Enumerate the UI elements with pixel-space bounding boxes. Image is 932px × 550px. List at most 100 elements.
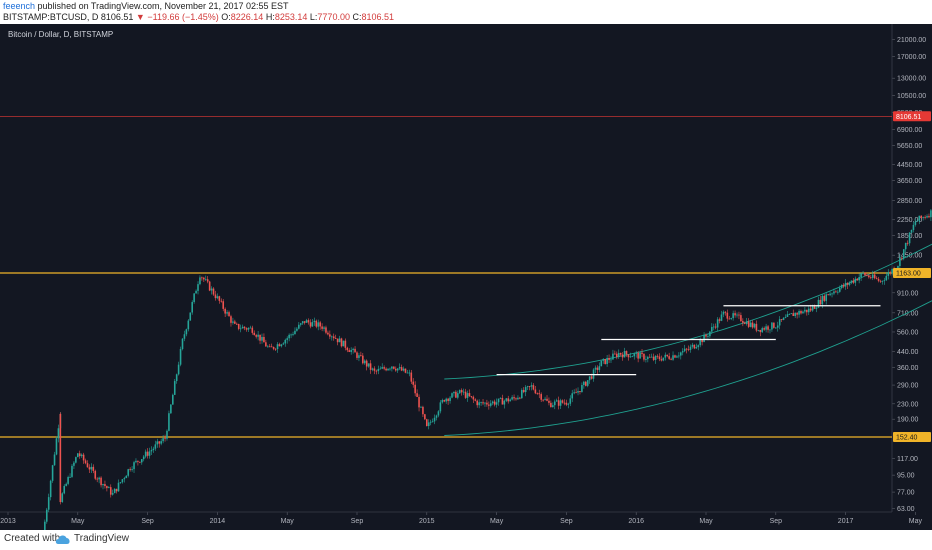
candle-body [69,477,71,478]
candle-body [853,281,855,283]
candle-body [269,346,271,347]
candle-body [763,328,765,330]
candle-body [899,258,901,266]
chart-canvas[interactable]: 21000.0017000.0013000.0010500.008500.006… [0,24,932,530]
candle-body [174,381,176,395]
candle-body [232,321,234,322]
candle-body [143,457,145,460]
candle-body [504,401,506,405]
y-tick-label: 21000.00 [897,37,926,44]
candle-body [308,320,310,322]
candle-body [401,367,403,370]
candle-body [670,359,672,360]
candle-body [868,275,870,277]
candle-body [546,399,548,401]
candle-body [845,283,847,287]
y-tick-label: 13000.00 [897,76,926,83]
candle-body [234,321,236,323]
candle-body [312,322,314,326]
candle-body [550,403,552,407]
candle-body [581,385,583,392]
candle-body [102,484,104,485]
candle-body [761,328,763,332]
price-chart[interactable]: 21000.0017000.0013000.0010500.008500.006… [0,24,932,530]
candle-body [469,393,471,396]
y-tick-label: 4450.00 [897,162,922,169]
candle-body [193,293,195,302]
candle-body [688,349,690,350]
candle-body [399,367,401,368]
candle-body [71,466,73,477]
candle-body [841,285,843,288]
candle-body [219,296,221,301]
candle-body [608,358,610,360]
candle-body [653,357,655,360]
x-tick-label: Sep [560,518,573,525]
candle-body [447,399,449,401]
candle-body [327,333,329,335]
candle-body [736,315,738,316]
y-tick-label: 560.00 [897,329,919,336]
candle-body [46,510,48,522]
candle-body [387,369,389,370]
candle-body [554,402,556,406]
price-marker-label: 8106.51 [896,114,921,121]
candle-body [725,312,727,313]
y-tick-label: 1450.00 [897,253,922,260]
candle-body [443,400,445,401]
candle-body [422,407,424,414]
author-name[interactable]: feeench [3,1,35,11]
candle-body [267,346,269,347]
candle-body [186,329,188,334]
candle-body [259,335,261,341]
candle-body [434,418,436,422]
candle-body [527,386,529,387]
tradingview-brand[interactable]: TradingView [74,533,129,544]
candle-body [405,369,407,373]
candle-body [44,522,46,530]
candle-body [738,315,740,316]
candle-body [525,387,527,392]
candle-body [854,279,856,283]
candle-body [887,272,889,276]
candle-body [748,321,750,326]
x-tick-label: May [71,518,85,525]
candle-body [385,369,387,371]
candle-body [329,334,331,336]
candle-body [560,400,562,405]
candle-body [290,334,292,335]
candle-body [106,486,108,488]
low-value: 7770.00 [317,12,350,22]
candle-body [703,335,705,342]
candle-body [641,353,643,354]
candle-body [197,284,199,291]
candle-body [127,469,129,476]
chart-background [0,24,932,530]
candle-body [333,336,335,338]
candle-body [81,455,83,456]
candle-body [643,354,645,360]
candle-body [856,279,858,281]
candle-body [490,403,492,405]
candle-body [226,312,228,313]
candle-body [864,273,866,275]
candle-body [337,339,339,343]
y-tick-label: 190.00 [897,417,919,424]
candle-body [579,391,581,392]
candle-body [556,400,558,401]
tradingview-cloud-icon [55,532,71,546]
down-arrow-icon: ▼ [136,12,145,22]
y-tick-label: 3650.00 [897,178,922,185]
candle-body [604,359,606,364]
candle-body [207,279,209,281]
candle-body [851,281,853,283]
candle-body [440,402,442,411]
candle-body [389,369,391,370]
candle-body [118,483,120,491]
x-tick-label: 2016 [628,518,644,525]
candle-body [548,401,550,403]
candle-body [416,393,418,397]
candle-body [453,392,455,393]
candle-body [110,487,112,494]
x-tick-label: May [909,518,923,525]
